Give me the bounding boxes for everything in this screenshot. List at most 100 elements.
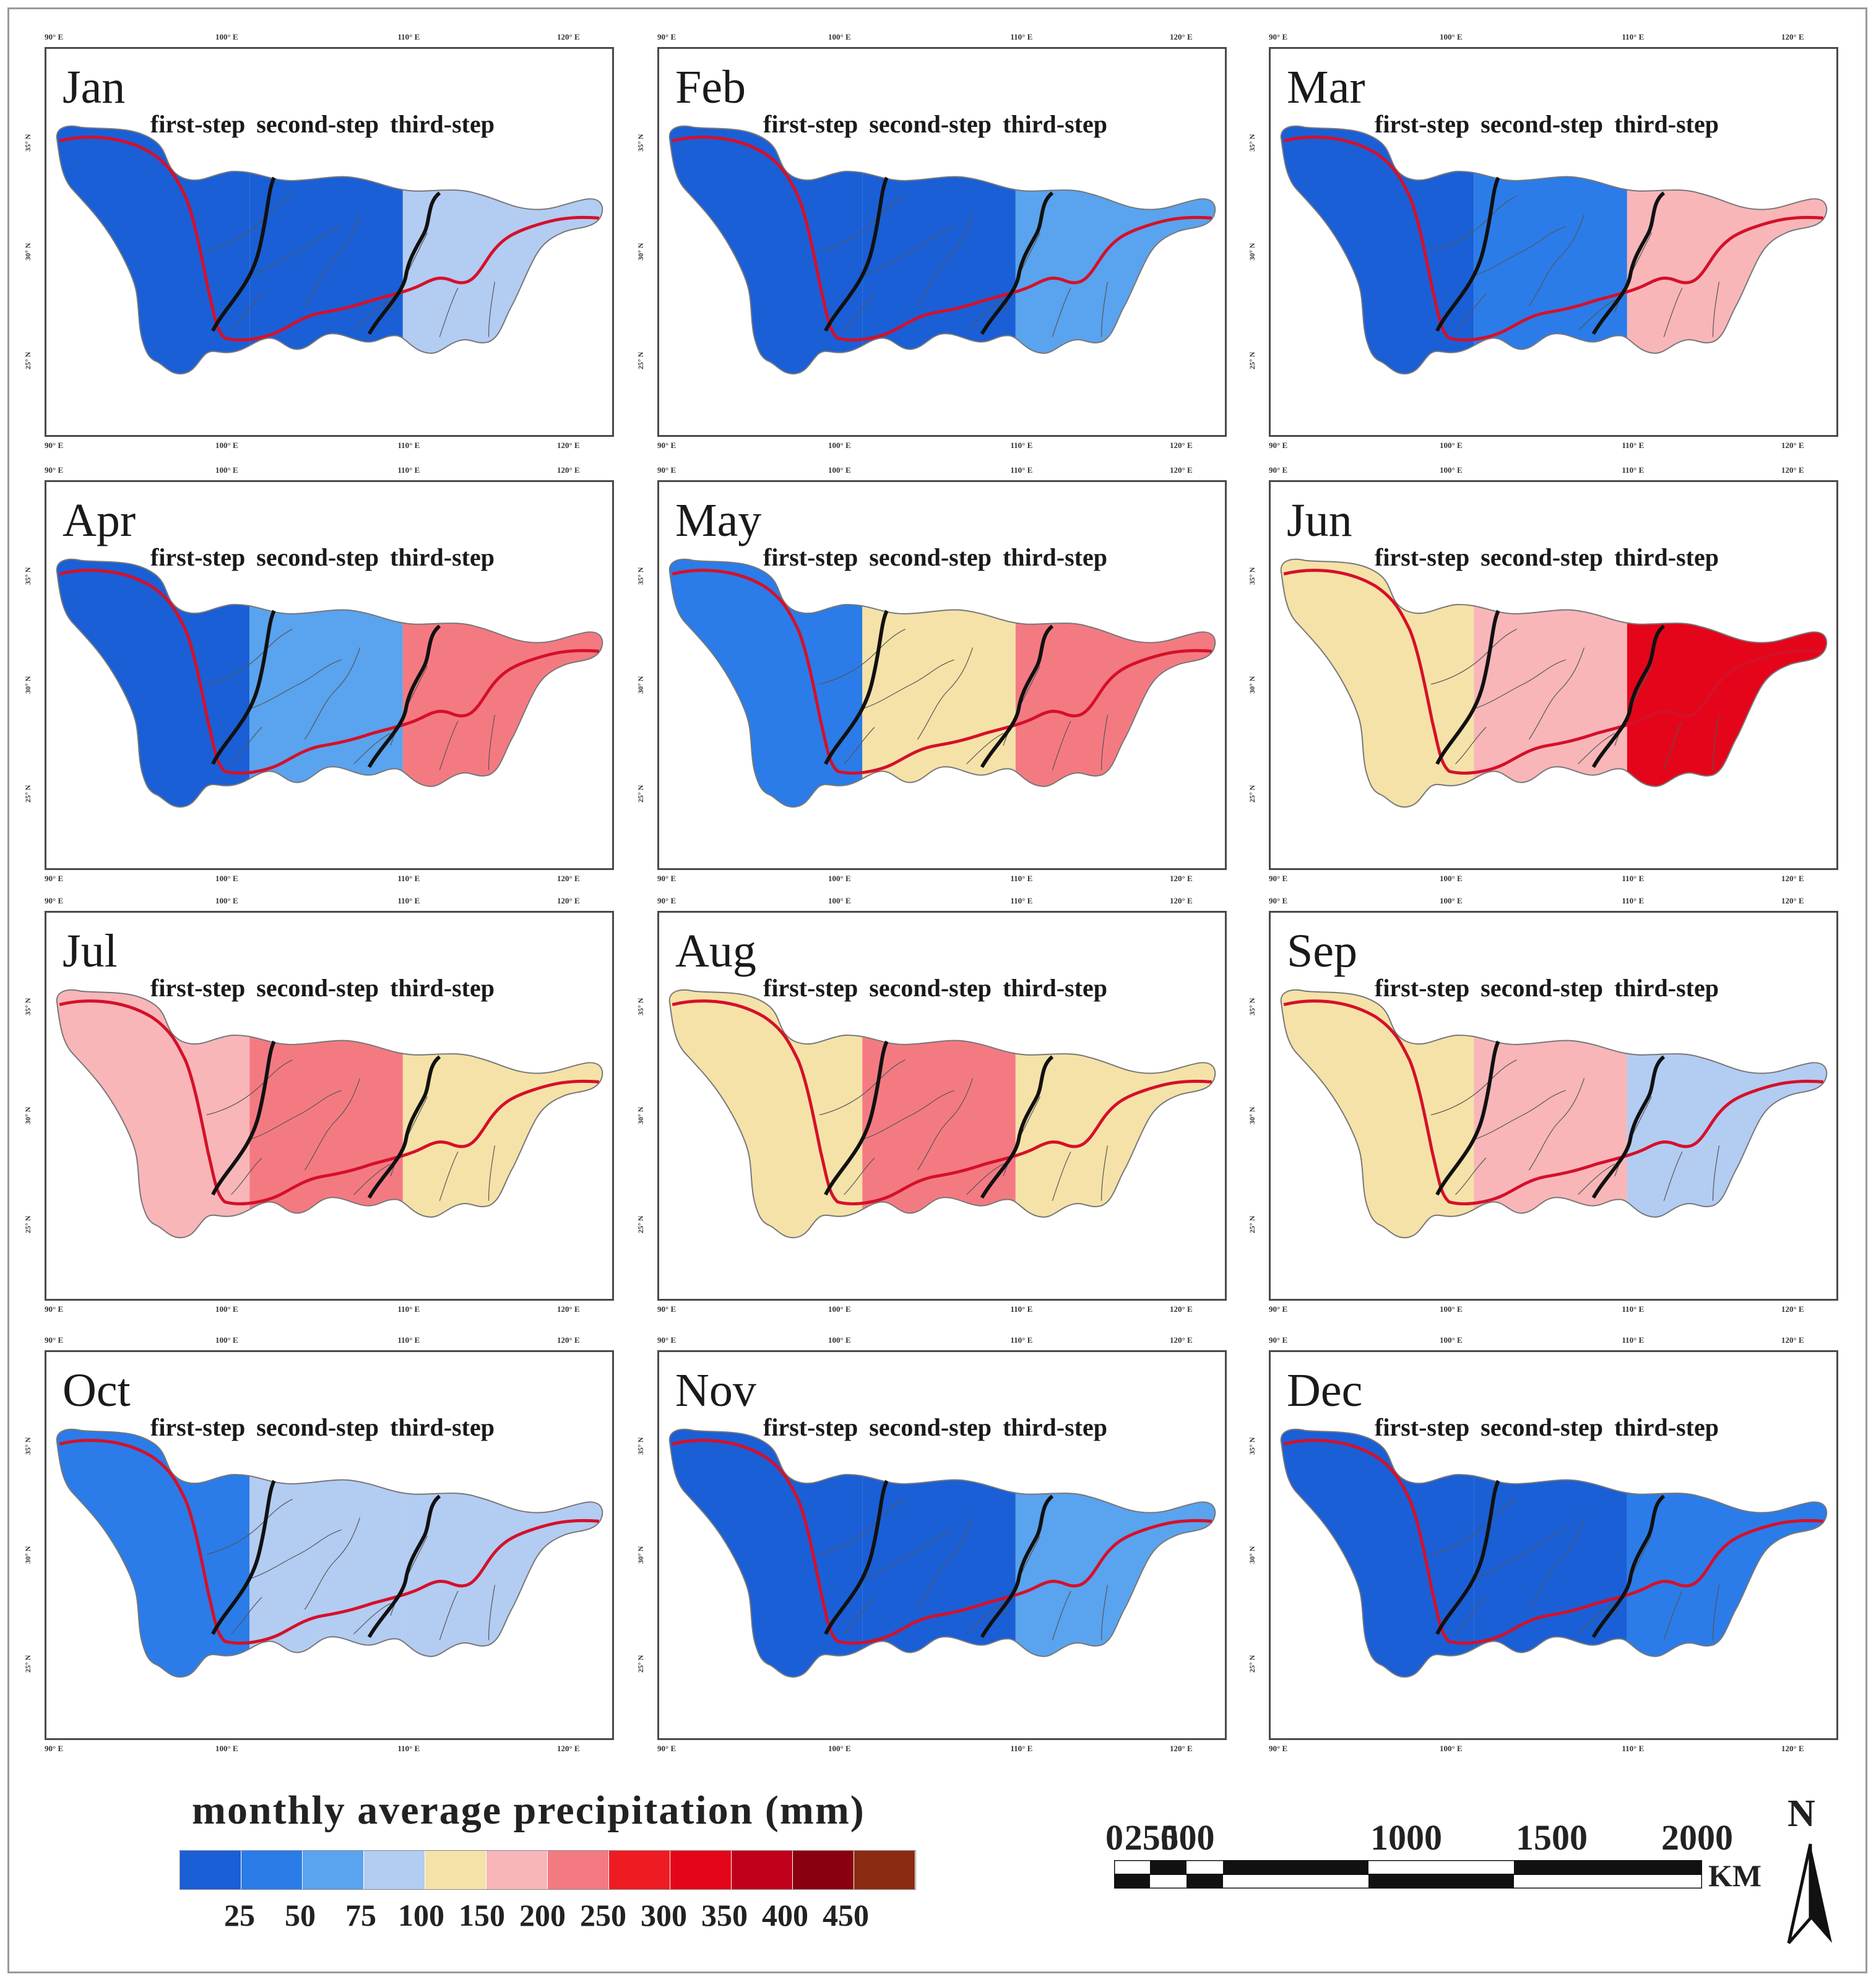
precip-zone-3 bbox=[1627, 989, 1827, 1238]
lon-tick-label: 100° E bbox=[1440, 441, 1463, 450]
step-labels: first-step second-step third-step bbox=[763, 1413, 1118, 1442]
sub-basin-boundary bbox=[231, 1157, 262, 1196]
step-boundary-2 bbox=[1591, 1494, 1666, 1639]
lon-tick-label: 90° E bbox=[1269, 874, 1288, 883]
legend-label: 200 bbox=[519, 1898, 566, 1932]
sub-basin-boundary bbox=[1455, 1157, 1487, 1196]
legend-swatch bbox=[486, 1851, 548, 1889]
lon-tick-label: 120° E bbox=[1170, 896, 1193, 905]
step-label-1: first-step bbox=[763, 110, 858, 138]
sub-basin-boundary bbox=[1455, 726, 1487, 765]
precip-zone-3 bbox=[1015, 1429, 1216, 1678]
precip-zone-2 bbox=[249, 989, 403, 1238]
sub-basin-boundary bbox=[862, 1529, 954, 1580]
lon-tick-label: 100° E bbox=[828, 1744, 851, 1753]
step-label-2: second-step bbox=[1480, 543, 1604, 571]
step-labels: first-step second-step third-step bbox=[763, 973, 1118, 1002]
legend-swatch bbox=[854, 1851, 915, 1889]
step-boundary-1 bbox=[824, 1480, 889, 1635]
sub-basin-boundary bbox=[917, 214, 974, 307]
lon-tick-label: 90° E bbox=[1269, 1304, 1288, 1314]
lon-tick-label: 120° E bbox=[1170, 441, 1193, 450]
lon-tick-label: 120° E bbox=[1170, 1744, 1193, 1753]
step-label-3: third-step bbox=[1003, 974, 1107, 1002]
lon-tick-label: 110° E bbox=[1010, 441, 1033, 450]
sub-basin-boundary bbox=[819, 1499, 906, 1555]
lon-tick-label: 110° E bbox=[1010, 1304, 1033, 1314]
sub-basin-boundary bbox=[862, 226, 954, 277]
step-labels: first-step second-step third-step bbox=[150, 543, 506, 572]
lon-tick-label: 120° E bbox=[1781, 32, 1804, 41]
sub-basin-boundary bbox=[439, 1591, 459, 1640]
lat-tick-label: 25° N bbox=[1248, 351, 1256, 370]
step-label-1: first-step bbox=[150, 1413, 246, 1441]
sub-basin-boundary bbox=[819, 629, 906, 685]
lon-tick-label: 110° E bbox=[397, 874, 420, 883]
sub-basin-boundary bbox=[1528, 1517, 1585, 1610]
lon-tick-label: 100° E bbox=[1440, 874, 1463, 883]
basin-map bbox=[1280, 989, 1828, 1238]
step-boundary-1 bbox=[1435, 176, 1500, 332]
map-panel-sep: Sep first-step second-step third-step bbox=[1269, 911, 1838, 1301]
step-label-2: second-step bbox=[869, 110, 992, 138]
lon-tick-label: 120° E bbox=[1781, 874, 1804, 883]
basin-outline bbox=[56, 1428, 603, 1678]
basin-outline bbox=[1280, 1428, 1828, 1678]
lat-tick-label: 30° N bbox=[636, 243, 645, 261]
step-label-3: third-step bbox=[1614, 110, 1719, 138]
lat-tick-label: 25° N bbox=[1248, 1215, 1256, 1234]
legend-swatch bbox=[364, 1851, 425, 1889]
step-boundary-1 bbox=[211, 610, 276, 765]
basin-map bbox=[56, 558, 603, 808]
lon-tick-label: 120° E bbox=[1781, 1335, 1804, 1345]
lon-tick-label: 100° E bbox=[215, 465, 238, 475]
sub-basin-boundary bbox=[844, 726, 875, 765]
legend-label: 100 bbox=[398, 1898, 444, 1932]
sub-basin-boundary bbox=[1100, 1585, 1109, 1640]
lon-tick-label: 120° E bbox=[1781, 441, 1804, 450]
lon-tick-label: 110° E bbox=[1622, 32, 1645, 41]
step-labels: first-step second-step third-step bbox=[763, 543, 1118, 572]
step-label-2: second-step bbox=[869, 1413, 992, 1441]
lon-tick-label: 100° E bbox=[1440, 465, 1463, 475]
basin-outline bbox=[668, 989, 1216, 1238]
month-label: Aug bbox=[675, 925, 756, 977]
step-boundary-2 bbox=[367, 1494, 441, 1639]
lat-tick-label: 35° N bbox=[1248, 567, 1256, 585]
lon-tick-label: 90° E bbox=[45, 896, 64, 905]
lat-tick-label: 25° N bbox=[636, 351, 645, 370]
basin-outline bbox=[668, 558, 1216, 808]
lat-tick-label: 35° N bbox=[24, 1437, 32, 1455]
lat-tick-label: 35° N bbox=[636, 997, 645, 1015]
precip-zone-2 bbox=[1474, 989, 1627, 1238]
legend-label: 300 bbox=[641, 1898, 687, 1932]
lon-tick-label: 120° E bbox=[557, 1335, 580, 1345]
sub-basin-boundary bbox=[1052, 721, 1071, 770]
lon-tick-label: 90° E bbox=[1269, 465, 1288, 475]
sub-basin-boundary bbox=[1430, 1059, 1517, 1116]
lon-tick-label: 90° E bbox=[1269, 32, 1288, 41]
lon-tick-label: 90° E bbox=[1269, 896, 1288, 905]
map-panel-aug: Aug first-step second-step third-step bbox=[657, 911, 1227, 1301]
lon-tick-label: 120° E bbox=[1170, 1335, 1193, 1345]
legend-swatch bbox=[303, 1851, 364, 1889]
step-labels: first-step second-step third-step bbox=[150, 110, 506, 139]
lon-tick-label: 100° E bbox=[215, 441, 238, 450]
lat-tick-label: 35° N bbox=[636, 1437, 645, 1455]
legend-swatch bbox=[180, 1851, 241, 1889]
step-label-1: first-step bbox=[763, 543, 858, 571]
lat-tick-label: 35° N bbox=[636, 567, 645, 585]
lon-tick-label: 90° E bbox=[657, 896, 676, 905]
north-arrow-icon bbox=[1787, 1843, 1832, 1944]
sub-basin-boundary bbox=[1100, 1145, 1109, 1201]
yangtze-river-line bbox=[59, 999, 600, 1205]
scale-bar-label: 0 bbox=[1105, 1817, 1123, 1858]
sub-basin-boundary bbox=[1712, 1145, 1720, 1201]
lon-tick-label: 110° E bbox=[1622, 874, 1645, 883]
lon-tick-label: 90° E bbox=[1269, 1335, 1288, 1345]
step-label-1: first-step bbox=[763, 974, 858, 1002]
lat-tick-label: 25° N bbox=[636, 785, 645, 803]
yangtze-river-line bbox=[1283, 136, 1824, 342]
sub-basin-boundary bbox=[1528, 214, 1585, 307]
sub-basin-boundary bbox=[439, 288, 459, 337]
